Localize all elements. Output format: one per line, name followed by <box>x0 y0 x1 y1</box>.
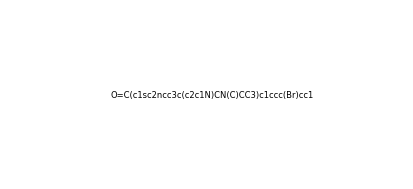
Text: O=C(c1sc2ncc3c(c2c1N)CN(C)CC3)c1ccc(Br)cc1: O=C(c1sc2ncc3c(c2c1N)CN(C)CC3)c1ccc(Br)c… <box>110 91 313 100</box>
